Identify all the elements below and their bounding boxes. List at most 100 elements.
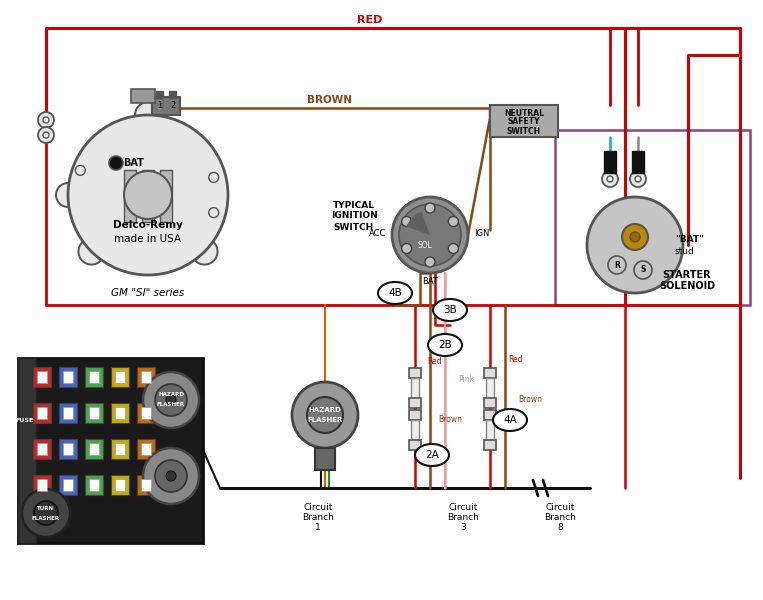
Bar <box>115 443 125 455</box>
Ellipse shape <box>415 444 449 466</box>
Text: 2B: 2B <box>438 340 452 350</box>
Circle shape <box>630 171 646 187</box>
Text: FLASHER: FLASHER <box>32 517 60 521</box>
Text: 3: 3 <box>460 523 466 533</box>
Circle shape <box>143 448 199 504</box>
Text: SOLENOID: SOLENOID <box>659 281 715 291</box>
Text: 8: 8 <box>557 523 563 533</box>
Text: BAT: BAT <box>124 158 144 168</box>
Circle shape <box>209 172 219 182</box>
Text: SAFETY: SAFETY <box>507 118 540 127</box>
Circle shape <box>292 382 358 448</box>
Text: HAZARD: HAZARD <box>158 392 184 397</box>
Bar <box>141 443 151 455</box>
Circle shape <box>587 197 683 293</box>
Circle shape <box>209 208 219 218</box>
Ellipse shape <box>433 299 467 321</box>
Circle shape <box>425 203 435 213</box>
Circle shape <box>68 115 228 275</box>
Bar <box>37 479 47 491</box>
Text: 1: 1 <box>315 523 321 533</box>
Text: SOL: SOL <box>417 241 433 250</box>
Ellipse shape <box>493 409 527 431</box>
Text: FLASHER: FLASHER <box>157 401 185 407</box>
Text: made in USA: made in USA <box>114 234 182 244</box>
Bar <box>409 398 421 408</box>
Bar <box>63 443 73 455</box>
Bar <box>137 439 155 459</box>
Text: Circuit: Circuit <box>304 503 333 512</box>
Circle shape <box>630 232 640 242</box>
Text: ACC: ACC <box>369 229 386 238</box>
Circle shape <box>43 117 49 123</box>
Bar <box>137 403 155 423</box>
Bar <box>160 170 172 222</box>
Bar <box>142 170 154 222</box>
Bar <box>85 403 103 423</box>
Text: RED: RED <box>357 15 383 25</box>
Bar <box>33 439 51 459</box>
Text: Branch: Branch <box>544 514 576 523</box>
Bar <box>111 475 129 495</box>
Text: Red: Red <box>508 355 523 364</box>
Bar <box>409 440 421 450</box>
Bar <box>89 479 99 491</box>
Bar <box>409 368 421 378</box>
Ellipse shape <box>378 282 412 304</box>
Text: FLASHER: FLASHER <box>307 417 343 423</box>
Text: Circuit: Circuit <box>449 503 478 512</box>
Text: BAT: BAT <box>422 277 438 286</box>
Circle shape <box>56 183 80 207</box>
Text: 3B: 3B <box>443 305 457 315</box>
Bar <box>411 378 419 398</box>
Circle shape <box>38 112 54 128</box>
Text: 4A: 4A <box>503 415 517 425</box>
Bar <box>59 439 77 459</box>
Bar <box>156 91 163 98</box>
Circle shape <box>622 224 648 250</box>
Bar <box>89 443 99 455</box>
Circle shape <box>38 127 54 143</box>
Bar <box>63 371 73 383</box>
Circle shape <box>392 197 468 273</box>
Bar <box>484 440 496 450</box>
Text: BROWN: BROWN <box>307 95 353 105</box>
Ellipse shape <box>428 334 462 356</box>
Bar <box>484 368 496 378</box>
Bar <box>111 367 129 387</box>
Bar <box>111 439 129 459</box>
Text: HAZARD: HAZARD <box>308 407 341 413</box>
Bar <box>137 367 155 387</box>
Text: TURN: TURN <box>37 506 55 511</box>
Bar <box>85 367 103 387</box>
Circle shape <box>425 257 435 267</box>
Text: SWITCH: SWITCH <box>334 223 374 232</box>
Circle shape <box>608 256 626 274</box>
Text: 2A: 2A <box>425 450 439 460</box>
Bar <box>33 367 51 387</box>
Bar <box>486 420 494 440</box>
Text: Brown: Brown <box>438 415 462 425</box>
Text: "BAT": "BAT" <box>675 235 704 245</box>
Text: 1: 1 <box>157 100 163 109</box>
Bar <box>131 89 155 103</box>
Wedge shape <box>407 212 430 235</box>
Circle shape <box>22 489 70 537</box>
Bar <box>124 170 136 222</box>
Bar <box>409 410 421 420</box>
Bar <box>33 403 51 423</box>
Bar <box>484 410 496 420</box>
Text: GM "SI" series: GM "SI" series <box>111 288 185 298</box>
Text: Delco-Remy: Delco-Remy <box>113 220 183 230</box>
Bar <box>89 407 99 419</box>
Text: FUSES: FUSES <box>15 418 38 422</box>
Text: Branch: Branch <box>447 514 479 523</box>
Circle shape <box>79 239 105 265</box>
Circle shape <box>449 217 459 226</box>
Circle shape <box>135 102 161 128</box>
Bar <box>115 407 125 419</box>
Circle shape <box>607 176 613 182</box>
Text: Branch: Branch <box>302 514 334 523</box>
Bar <box>33 475 51 495</box>
Bar <box>37 443 47 455</box>
